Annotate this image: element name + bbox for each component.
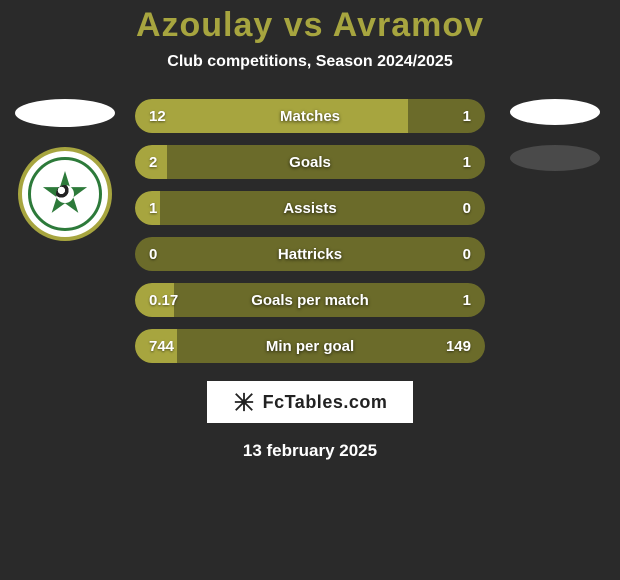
stat-label: Hattricks — [135, 246, 485, 263]
player-left-avatar-placeholder — [15, 99, 115, 127]
stat-right-value: 1 — [463, 108, 471, 125]
stats-list: 12Matches12Goals11Assists00Hattricks00.1… — [135, 99, 485, 363]
date-label: 13 february 2025 — [243, 441, 377, 461]
stat-row: 12Matches1 — [135, 99, 485, 133]
soccer-ball-icon — [56, 185, 74, 203]
stat-right-value: 0 — [463, 200, 471, 217]
stat-label: Matches — [135, 108, 485, 125]
stat-right-value: 1 — [463, 154, 471, 171]
stat-row: 2Goals1 — [135, 145, 485, 179]
stat-label: Assists — [135, 200, 485, 217]
stat-right-value: 0 — [463, 246, 471, 263]
right-column — [505, 99, 605, 363]
main-content: 12Matches12Goals11Assists00Hattricks00.1… — [0, 99, 620, 363]
stat-row: 1Assists0 — [135, 191, 485, 225]
stat-label: Goals — [135, 154, 485, 171]
fctables-logo-icon — [233, 391, 255, 413]
stat-row: 744Min per goal149 — [135, 329, 485, 363]
player-right-avatar-placeholder — [510, 99, 600, 125]
page-title: Azoulay vs Avramov — [136, 6, 484, 45]
stat-row: 0Hattricks0 — [135, 237, 485, 271]
left-column — [15, 99, 115, 363]
badge-ring — [28, 157, 102, 231]
stat-right-value: 1 — [463, 292, 471, 309]
stat-right-value: 149 — [446, 338, 471, 355]
brand-text: FcTables.com — [263, 392, 388, 413]
comparison-card: Azoulay vs Avramov Club competitions, Se… — [0, 0, 620, 580]
stat-row: 0.17Goals per match1 — [135, 283, 485, 317]
team-badge-right-placeholder — [510, 145, 600, 171]
stat-label: Goals per match — [135, 292, 485, 309]
subtitle: Club competitions, Season 2024/2025 — [167, 53, 452, 71]
stat-label: Min per goal — [135, 338, 485, 355]
team-badge-left — [18, 147, 112, 241]
brand-badge[interactable]: FcTables.com — [207, 381, 414, 423]
